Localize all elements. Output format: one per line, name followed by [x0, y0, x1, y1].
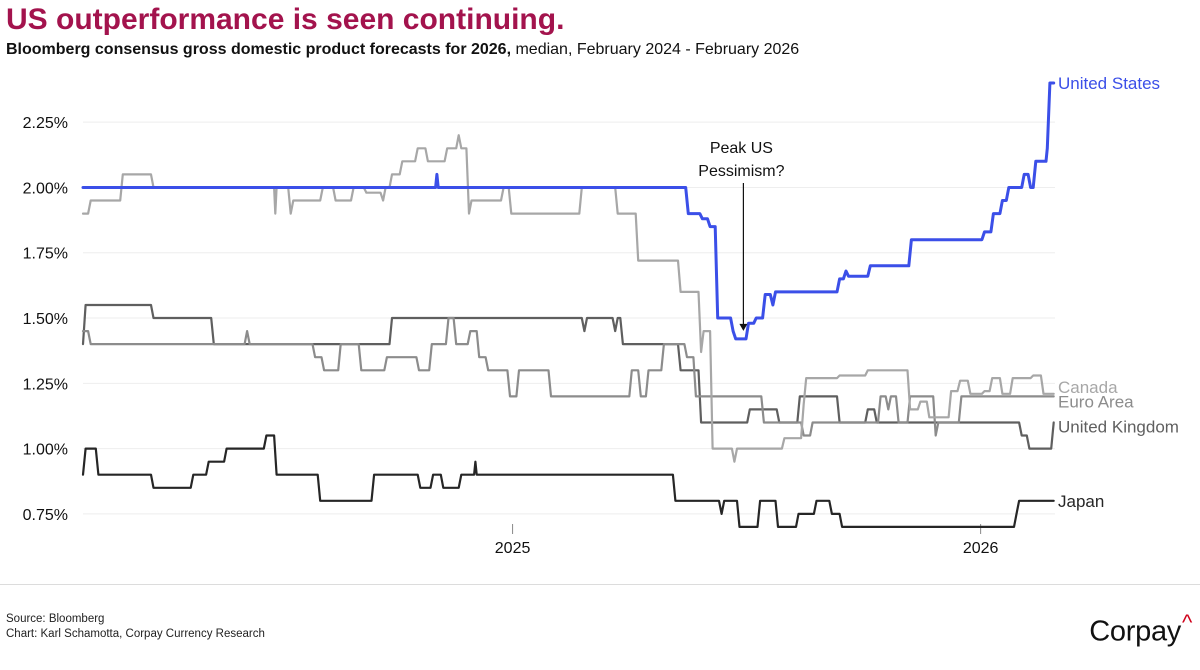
series-label-japan: Japan: [1058, 492, 1104, 511]
x-tick-label: 2025: [495, 540, 531, 557]
chart-credit: Chart: Karl Schamotta, Corpay Currency R…: [6, 628, 265, 640]
series-line-canada: [81, 134, 1055, 463]
x-tick-label: 2026: [963, 540, 999, 557]
y-tick-label: 2.00%: [23, 180, 68, 197]
series-line-euro-area: [81, 316, 1055, 437]
y-tick-label: 1.75%: [23, 246, 68, 263]
logo-text: Corpay: [1089, 615, 1181, 648]
annotation-arrow-head-icon: [739, 323, 748, 331]
series-label-canada: Canada: [1058, 378, 1118, 397]
annotation-line-2: Pessimism?: [698, 163, 784, 180]
series-lines: [81, 81, 1056, 528]
corpay-logo[interactable]: Corpay^: [1089, 606, 1192, 649]
annotation-line-1: Peak US: [710, 140, 773, 157]
chart-subtitle: Bloomberg consensus gross domestic produ…: [6, 40, 799, 60]
y-tick-label: 2.25%: [23, 115, 68, 132]
y-tick-label: 1.50%: [23, 311, 68, 328]
peak-annotation: Peak US Pessimism?: [698, 140, 785, 331]
series-line-united-states: [81, 81, 1056, 341]
logo-caret-icon: ^: [1181, 610, 1192, 635]
series-line-japan: [81, 434, 1055, 528]
axes: 0.75% 1.00% 1.25% 1.50% 1.75% 2.00% 2.25% 2025 2…: [23, 115, 999, 557]
footer-divider: [0, 584, 1200, 585]
series-label-united-kingdom: United Kingdom: [1058, 417, 1179, 436]
chart-title: US outperformance is seen continuing.: [6, 3, 565, 36]
subtitle-bold: Bloomberg consensus gross domestic produ…: [6, 41, 512, 58]
y-tick-label: 0.75%: [23, 507, 68, 524]
source-note: Source: Bloomberg: [6, 613, 105, 625]
subtitle-rest: median, February 2024 - February 2026: [511, 41, 800, 58]
series-label-euro-area: Euro Area: [1058, 393, 1134, 412]
y-tick-label: 1.25%: [23, 376, 68, 393]
y-tick-label: 1.00%: [23, 442, 68, 459]
series-label-united-states: United States: [1058, 74, 1160, 93]
